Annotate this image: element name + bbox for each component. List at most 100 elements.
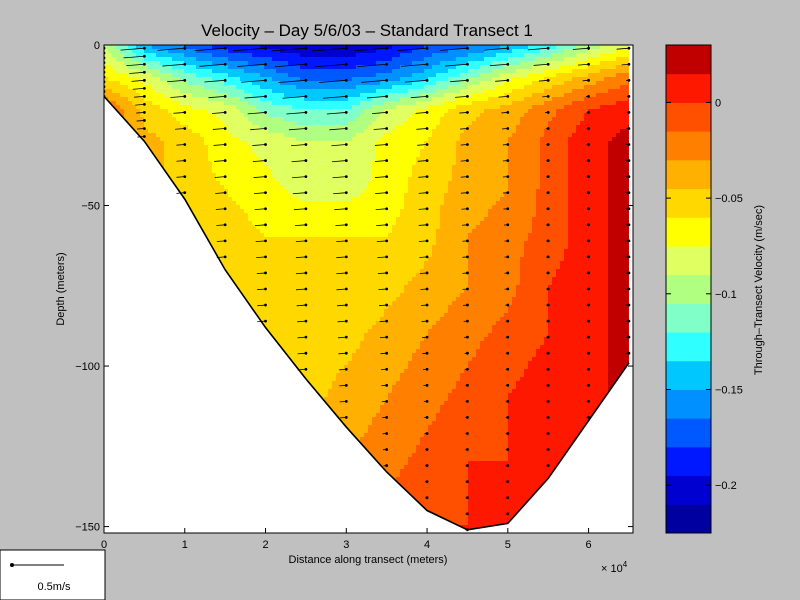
contour-cell [128,73,133,78]
contour-cell [208,105,213,110]
contour-cell [256,53,261,58]
contour-cell [252,97,257,102]
contour-cell [244,117,249,122]
contour-cell [248,273,253,278]
contour-cell [168,65,173,70]
contour-cell [248,285,253,290]
contour-cell [216,61,221,66]
contour-cell [184,85,189,90]
contour-cell [176,53,181,58]
contour-cell [232,221,237,226]
contour-cell [200,121,205,126]
contour-cell [156,149,161,154]
contour-cell [148,145,153,150]
contour-cell [128,113,133,118]
contour-cell [240,69,245,74]
contour-cell [260,285,265,290]
contour-cell [184,73,189,78]
contour-cell [200,105,205,110]
contour-cell [244,209,249,214]
contour-cell [212,153,217,158]
contour-cell [252,113,257,118]
contour-cell [124,45,129,50]
contour-cell [256,121,261,126]
contour-cell [248,249,253,254]
contour-cell [240,257,245,262]
contour-cell [212,141,217,146]
contour-cell [208,189,213,194]
contour-cell [212,137,217,142]
contour-cell [240,93,245,98]
contour-cell [168,125,173,130]
contour-cell [216,145,221,150]
contour-cell [220,137,225,142]
contour-cell [252,105,257,110]
contour-cell [224,101,229,106]
contour-cell [236,81,241,86]
contour-cell [244,57,249,62]
contour-cell [156,81,161,86]
contour-cell [164,137,169,142]
contour-cell [228,85,233,90]
contour-cell [264,285,269,290]
contour-cell [220,169,225,174]
contour-cell [260,241,265,246]
contour-cell [160,153,165,158]
contour-cell [120,89,125,94]
contour-cell [152,89,157,94]
contour-cell [192,89,197,94]
contour-cell [256,137,261,142]
contour-cell [200,81,205,86]
contour-cell [196,205,201,210]
contour-cell [152,61,157,66]
contour-cell [228,165,233,170]
contour-cell [220,253,225,258]
contour-cell [148,57,153,62]
contour-cell [196,73,201,78]
contour-cell [256,109,261,114]
contour-cell [180,105,185,110]
contour-cell [116,61,121,66]
contour-cell [260,133,265,138]
contour-cell [240,237,245,242]
contour-cell [148,81,153,86]
contour-cell [180,61,185,66]
contour-cell [232,237,237,242]
contour-cell [156,53,161,58]
contour-cell [260,297,265,302]
contour-cell [120,109,125,114]
contour-cell [212,45,217,50]
contour-cell [220,65,225,70]
contour-cell [260,97,265,102]
contour-cell [248,261,253,266]
contour-cell [244,113,249,118]
contour-cell [264,209,269,214]
contour-cell [136,105,141,110]
contour-cell [132,45,137,50]
contour-cell [244,249,249,254]
contour-cell [260,317,265,322]
contour-cell [208,165,213,170]
contour-cell [260,141,265,146]
contour-cell [204,137,209,142]
contour-cell [192,101,197,106]
contour-cell [216,121,221,126]
contour-cell [176,77,181,82]
contour-cell [260,229,265,234]
contour-cell [164,89,169,94]
contour-cell [264,97,269,102]
contour-cell [208,173,213,178]
contour-cell [232,81,237,86]
contour-cell [168,153,173,158]
contour-cell [176,57,181,62]
contour-cell [264,261,269,266]
contour-cell [176,69,181,74]
contour-cell [228,249,233,254]
contour-cell [216,241,221,246]
contour-cell [228,57,233,62]
contour-cell [156,93,161,98]
contour-cell [148,49,153,54]
contour-cell [180,185,185,190]
contour-cell [216,185,221,190]
contour-cell [264,165,269,170]
